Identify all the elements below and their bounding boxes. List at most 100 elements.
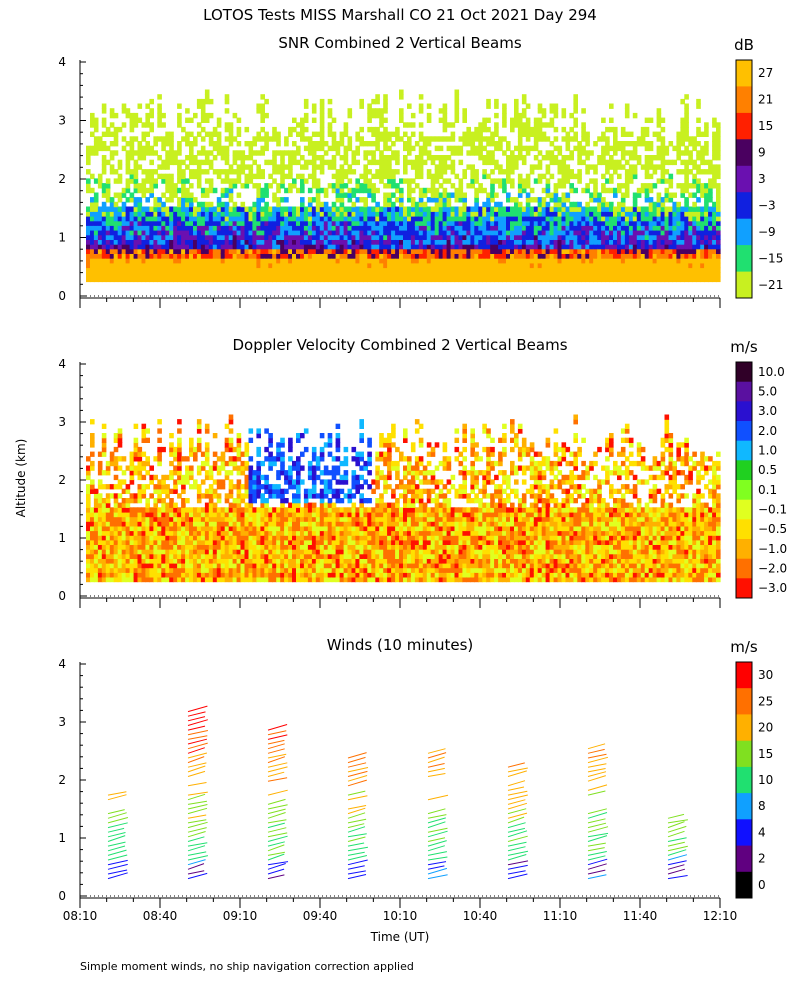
data-cell (716, 258, 721, 264)
data-cell (101, 258, 107, 264)
data-cell (129, 479, 135, 485)
data-cell (589, 248, 594, 254)
data-cell (569, 173, 574, 180)
data-cell (474, 272, 479, 278)
data-cell (181, 136, 186, 142)
data-cell (692, 243, 697, 250)
data-cell (141, 243, 147, 250)
data-cell (403, 211, 408, 217)
data-cell (189, 248, 194, 254)
data-cell (141, 234, 147, 240)
data-cell (644, 248, 650, 254)
data-cell (474, 145, 479, 152)
data-cell (597, 229, 602, 236)
data-cell (363, 201, 368, 208)
data-cell (109, 530, 115, 536)
data-cell (517, 173, 523, 180)
data-cell (157, 206, 162, 212)
data-cell (137, 248, 143, 254)
data-cell (137, 239, 143, 245)
data-cell (581, 253, 586, 259)
data-cell (331, 136, 337, 142)
data-cell (430, 272, 436, 278)
data-cell (236, 267, 242, 273)
data-cell (232, 253, 238, 259)
data-cell (149, 126, 154, 133)
data-cell (185, 262, 190, 269)
data-cell (343, 192, 349, 198)
data-cell (478, 150, 483, 156)
data-cell (216, 229, 222, 236)
data-cell (157, 155, 162, 161)
data-cell (319, 220, 325, 226)
data-cell (407, 206, 412, 212)
data-cell (173, 567, 178, 573)
data-cell (181, 572, 186, 578)
data-cell (105, 197, 111, 203)
data-cell (264, 159, 269, 166)
data-cell (486, 267, 491, 273)
data-cell (506, 262, 511, 269)
data-cell (383, 248, 388, 254)
data-cell (343, 211, 349, 217)
data-cell (200, 117, 206, 123)
data-cell (288, 262, 293, 269)
data-cell (224, 187, 230, 194)
data-cell (173, 558, 178, 564)
data-cell (632, 229, 638, 236)
data-cell (533, 155, 539, 161)
data-cell (502, 150, 507, 156)
data-cell (521, 98, 527, 105)
data-cell (260, 225, 265, 231)
data-cell (97, 460, 103, 467)
data-cell (315, 145, 321, 152)
data-cell (232, 229, 238, 236)
data-cell (133, 159, 139, 166)
data-cell (276, 272, 281, 278)
data-cell (109, 456, 115, 462)
data-cell (613, 192, 618, 198)
data-cell (620, 248, 626, 254)
data-cell (359, 267, 364, 273)
data-cell (565, 141, 571, 147)
data-cell (90, 572, 95, 578)
data-cell (676, 201, 681, 208)
data-cell (692, 178, 697, 184)
data-cell (240, 243, 246, 250)
data-cell (632, 141, 638, 147)
data-cell (418, 136, 424, 142)
data-cell (395, 272, 400, 278)
data-cell (288, 126, 293, 133)
data-cell (260, 243, 265, 250)
data-cell (494, 220, 499, 226)
data-cell (117, 484, 123, 490)
data-cell (300, 131, 305, 137)
data-cell (514, 253, 519, 259)
data-cell (656, 122, 662, 128)
data-cell (117, 159, 123, 166)
data-cell (379, 173, 384, 180)
data-cell (664, 253, 670, 259)
data-cell (589, 234, 594, 240)
data-cell (200, 215, 206, 222)
data-cell (414, 211, 420, 217)
data-cell (97, 451, 103, 457)
data-cell (109, 276, 115, 283)
data-cell (216, 117, 222, 123)
data-cell (97, 516, 103, 522)
data-cell (541, 155, 547, 161)
data-cell (379, 248, 384, 254)
data-cell (644, 183, 650, 189)
data-cell (422, 253, 428, 259)
data-cell (105, 220, 111, 226)
data-cell (169, 521, 174, 527)
data-cell (105, 511, 111, 518)
data-cell (541, 131, 547, 137)
data-cell (379, 225, 384, 231)
data-cell (109, 558, 115, 564)
data-cell (90, 206, 95, 212)
data-cell (581, 229, 586, 236)
data-cell (704, 229, 709, 236)
data-cell (200, 192, 206, 198)
data-cell (86, 484, 91, 490)
